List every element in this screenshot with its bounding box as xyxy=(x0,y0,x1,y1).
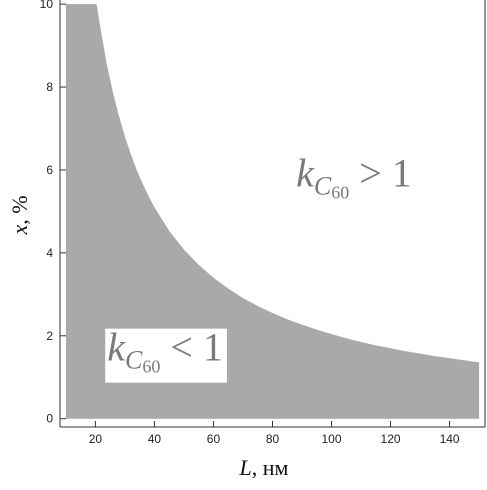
x-tick-label: 120 xyxy=(381,432,401,446)
x-tick-label: 80 xyxy=(266,432,280,446)
region-label-box xyxy=(105,328,227,383)
x-axis-ticks: 20 40 60 80 100 120 140 xyxy=(89,421,460,446)
k-less-than-1-region xyxy=(65,4,480,419)
x-axis-title: L, нм xyxy=(239,455,289,480)
y-tick-label: 0 xyxy=(46,412,53,426)
x-tick-label: 40 xyxy=(148,432,162,446)
x-tick-label: 20 xyxy=(89,432,103,446)
y-tick-label: 4 xyxy=(46,246,53,260)
y-tick-label: 10 xyxy=(40,0,54,11)
y-tick-label: 6 xyxy=(46,163,53,177)
x-tick-label: 140 xyxy=(440,432,460,446)
region-label-greater: kC60 > 1 xyxy=(296,151,412,203)
y-axis-title: x, % xyxy=(7,195,32,235)
region-labels: kC60 > 1 kC60 < 1 xyxy=(107,151,412,377)
x-tick-label: 100 xyxy=(322,432,342,446)
x-tick-label: 60 xyxy=(207,432,221,446)
y-axis-ticks: 0 2 4 6 8 10 xyxy=(40,0,66,426)
y-tick-label: 8 xyxy=(46,80,53,94)
y-tick-label: 2 xyxy=(46,329,53,343)
region-label-less: kC60 < 1 xyxy=(107,325,223,377)
